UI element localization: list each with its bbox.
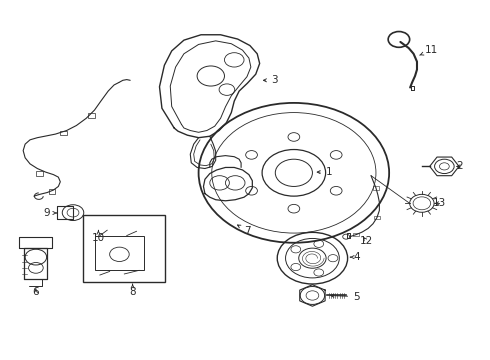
Bar [83, 215, 165, 282]
Text: 5: 5 [331, 292, 360, 302]
Bar [373, 186, 379, 190]
Text: 8: 8 [129, 284, 136, 297]
Text: 11: 11 [419, 45, 438, 55]
Text: 1: 1 [317, 167, 332, 177]
Text: 4: 4 [350, 252, 360, 262]
Text: 13: 13 [433, 198, 446, 208]
Bar [353, 233, 359, 236]
Bar [60, 131, 67, 135]
Text: 9: 9 [44, 208, 56, 218]
Bar [374, 216, 380, 220]
Bar [36, 171, 43, 176]
Text: 3: 3 [264, 75, 278, 85]
Text: 10: 10 [92, 230, 105, 243]
Text: 7: 7 [238, 225, 251, 236]
Text: 12: 12 [360, 236, 373, 246]
Bar [88, 113, 95, 118]
Text: 2: 2 [457, 161, 464, 171]
Bar [49, 189, 55, 194]
Text: 6: 6 [32, 287, 39, 297]
Bar [95, 235, 144, 270]
